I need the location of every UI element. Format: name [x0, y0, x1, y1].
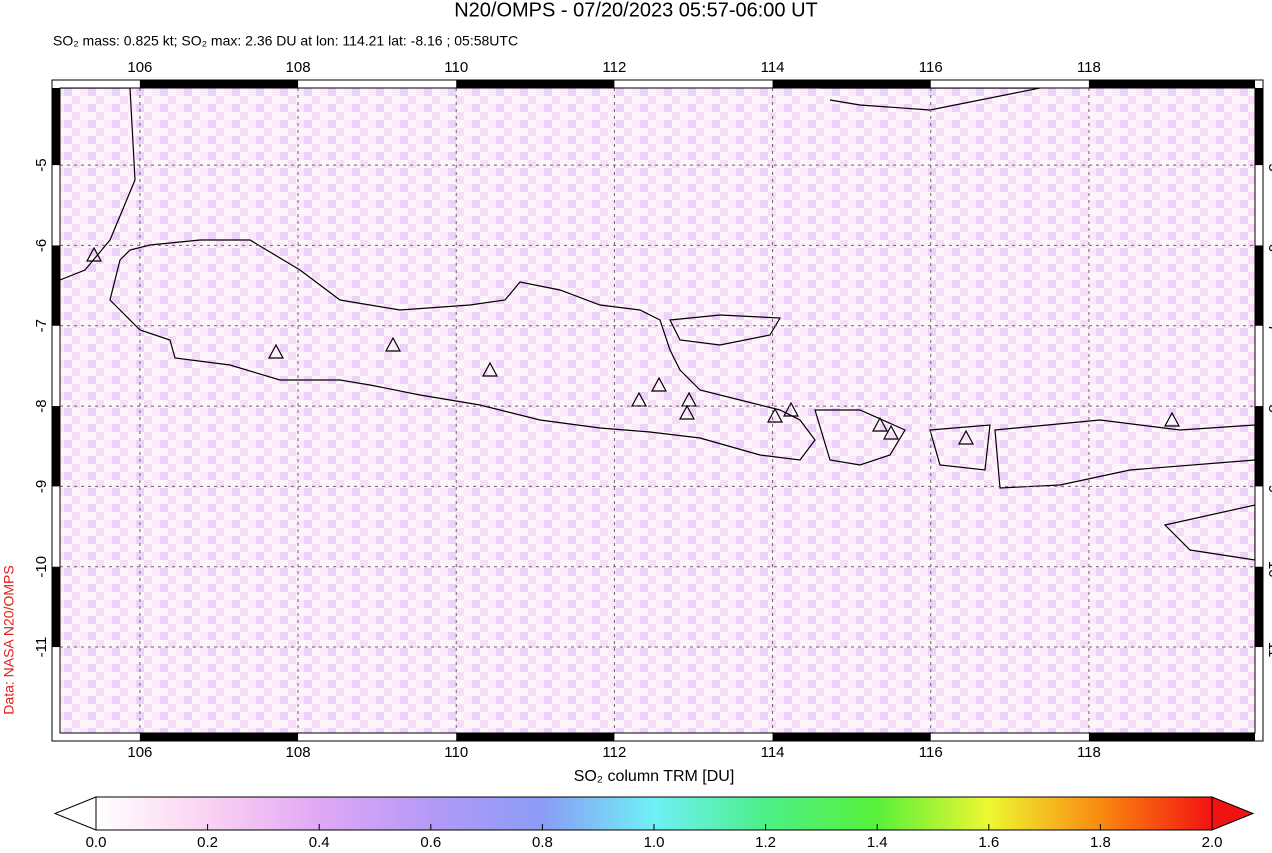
y-tick-label: -9: [1265, 480, 1272, 493]
frame-segment: [52, 88, 60, 166]
x-tick-label: 118: [1077, 744, 1101, 761]
volcano: [481, 361, 499, 377]
frame-segment: [52, 245, 60, 326]
volcano: [650, 376, 668, 392]
coastline: [60, 88, 136, 281]
x-tick-label: 106: [127, 59, 152, 76]
frame-segment: [456, 733, 615, 741]
y-tick-label: -11: [1265, 637, 1272, 658]
coastline: [109, 239, 816, 461]
y-tick-label: -5: [33, 158, 50, 171]
x-tick-label: 110: [444, 59, 468, 76]
credit: Data: NASA N20/OMPS: [1, 565, 17, 714]
y-tick-label: -6: [33, 239, 50, 252]
colorbar-tick-label: 1.4: [867, 834, 888, 851]
colorbar-tick-label: 0.4: [309, 834, 330, 851]
x-tick-label: 112: [602, 59, 626, 76]
subtitle: SO₂ mass: 0.825 kt; SO₂ max: 2.36 DU at …: [53, 33, 518, 49]
coastline: [814, 409, 906, 466]
colorbar-label: SO₂ column TRM [DU]: [574, 768, 735, 785]
coastline: [1163, 504, 1255, 561]
y-tick-label: -10: [1265, 556, 1272, 578]
coastline: [994, 419, 1255, 489]
colorbar-tick-label: 1.0: [644, 834, 665, 851]
volcano: [680, 391, 698, 407]
colorbar-tick-label: 0.0: [86, 834, 107, 851]
x-tick-label: 108: [286, 744, 311, 761]
volcano: [267, 343, 285, 359]
frame-segment: [139, 80, 299, 88]
frame-segment: [1255, 406, 1263, 487]
y-tick-label: -8: [33, 399, 50, 412]
volcano: [782, 401, 800, 417]
x-tick-label: 114: [761, 59, 785, 76]
title: N20/OMPS - 07/20/2023 05:57-06:00 UT: [454, 0, 818, 21]
frame-segment: [456, 80, 615, 88]
volcanoes: [85, 246, 1181, 445]
colorbar-tick-label: 0.2: [197, 834, 218, 851]
y-tick-label: -7: [33, 319, 50, 332]
y-tick-label: -5: [1265, 158, 1272, 171]
colorbar-tick-label: 0.8: [532, 834, 553, 851]
x-tick-label: 118: [1077, 59, 1101, 76]
y-tick-label: -11: [33, 637, 50, 658]
y-tick-label: -10: [33, 556, 50, 578]
volcano: [678, 404, 696, 420]
colorbar-tick-label: 1.2: [755, 834, 776, 851]
frame-segment: [1255, 566, 1263, 648]
y-tick-label: -6: [1265, 239, 1272, 252]
x-tick-label: 114: [761, 744, 785, 761]
frame-segment: [52, 566, 60, 648]
volcano: [957, 429, 975, 445]
frame-segment: [1088, 733, 1255, 741]
plot-border: [59, 87, 1256, 734]
plot-area: [60, 88, 1255, 733]
colorbar-under: [53, 796, 97, 831]
x-tick-label: 116: [919, 59, 943, 76]
colorbar-tick-label: 0.6: [420, 834, 441, 851]
frame-segment: [772, 733, 931, 741]
frame: [51, 79, 1264, 742]
frame-segment: [1255, 245, 1263, 326]
volcano: [630, 391, 648, 407]
x-tick-label: 112: [602, 744, 626, 761]
volcano: [85, 246, 103, 262]
volcano: [882, 424, 900, 440]
volcano: [871, 416, 889, 432]
coastline: [929, 424, 991, 471]
x-tick-label: 110: [444, 744, 468, 761]
frame-segment: [52, 406, 60, 487]
frame-segment: [772, 80, 931, 88]
x-tick-label: 116: [919, 744, 943, 761]
volcano: [384, 336, 402, 352]
volcano: [766, 407, 784, 423]
frame-segment: [1088, 80, 1255, 88]
frame-segment: [139, 733, 299, 741]
x-tick-label: 108: [286, 59, 311, 76]
colorbar-over: [1211, 796, 1255, 831]
y-tick-label: -9: [33, 480, 50, 493]
y-tick-label: -8: [1265, 399, 1272, 412]
colorbar-tick-label: 1.6: [978, 834, 999, 851]
x-tick-label: 106: [127, 744, 152, 761]
colorbar-tick-label: 1.8: [1090, 834, 1111, 851]
y-tick-label: -7: [1265, 319, 1272, 332]
coastline: [669, 314, 782, 346]
volcano: [1163, 411, 1181, 427]
coastlines: [60, 88, 1255, 561]
coastline: [820, 88, 1041, 111]
colorbar-tick-label: 2.0: [1202, 834, 1223, 851]
frame-segment: [1255, 88, 1263, 166]
